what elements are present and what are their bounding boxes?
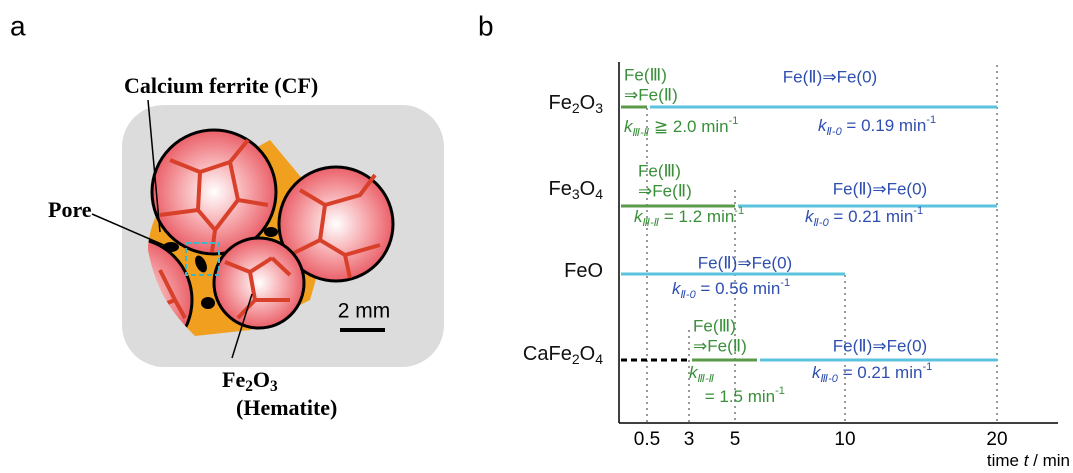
rate-sub: Ⅲ-Ⅱ: [643, 217, 660, 229]
step-label: Fe(Ⅱ)⇒Fe(0): [698, 253, 792, 272]
pore: [264, 227, 278, 237]
rate-sub: Ⅱ-0: [827, 126, 843, 138]
rate-sup: -1: [926, 114, 936, 126]
rate-rest: = 0.56 min: [696, 279, 781, 298]
rate-sub: Ⅲ-Ⅱ: [633, 127, 650, 139]
x-tick-label: 3: [684, 429, 695, 450]
label-calcium-ferrite: Calcium ferrite (CF): [124, 73, 318, 98]
panel-label: a: [10, 10, 26, 41]
step-label: ⇒Fe(Ⅱ): [624, 85, 678, 104]
rate-sup: -1: [729, 115, 739, 127]
rate-constant-label: kⅢ-Ⅱ ≧ 2.0 min-1: [624, 115, 738, 139]
hematite-grain: [214, 238, 304, 328]
rate-constant-label: kⅢ-Ⅱ = 1.5 min-1: [689, 363, 785, 406]
pore: [163, 242, 179, 252]
compound-label: Fe3O4: [549, 178, 604, 201]
rate-constant-label: kⅢ-0 = 0.21 min-1: [812, 361, 932, 385]
rate-rest: = 0.19 min: [842, 116, 927, 135]
step-label: ⇒Fe(Ⅱ): [693, 336, 747, 355]
rate-constant-label: kⅡ-0 = 0.56 min-1: [672, 277, 790, 301]
step-label: Fe(Ⅱ)⇒Fe(0): [783, 67, 877, 86]
panel-label: b: [478, 10, 494, 41]
rate-sup: -1: [913, 205, 923, 217]
x-tick-label: 0.5: [634, 429, 660, 450]
panel-a-illustration: [68, 100, 444, 367]
rate-sub: Ⅲ-Ⅱ: [698, 373, 715, 385]
x-tick-label: 10: [834, 429, 855, 450]
x-axis-label: time t / min: [987, 451, 1070, 470]
pore: [201, 297, 215, 309]
rate-sup: -1: [922, 361, 932, 373]
rate-sub: Ⅱ-0: [681, 289, 697, 301]
rate-sup: -1: [780, 277, 790, 289]
label-pore: Pore: [48, 197, 92, 222]
rate-sup: -1: [775, 385, 785, 397]
rate-constant-label: kⅡ-0 = 0.21 min-1: [805, 205, 923, 229]
rate-rest: ≧ 2.0 min: [649, 117, 728, 136]
step-label: ⇒Fe(Ⅱ): [638, 181, 692, 200]
label-hematite: (Hematite): [236, 395, 337, 420]
step-label: Fe(Ⅲ): [638, 161, 681, 180]
step-label: Fe(Ⅲ): [624, 65, 667, 84]
rate-sup: -1: [734, 205, 744, 217]
compound-label: Fe2O3: [549, 92, 604, 115]
label-hematite-formula: Fe2O3: [222, 367, 278, 394]
rate-constant-label: kⅢ-Ⅱ = 1.2 min-1: [634, 205, 744, 229]
rate-rest: = 0.21 min: [838, 363, 923, 382]
compound-label: FeO: [564, 260, 603, 282]
rate-constant-label: kⅡ-0 = 0.19 min-1: [818, 114, 936, 138]
rate-rest: = 1.5 min: [700, 387, 775, 406]
x-tick-label: 20: [986, 429, 1007, 450]
step-label: Fe(Ⅲ): [693, 316, 736, 335]
scale-bar-label: 2 mm: [338, 300, 391, 323]
step-label: Fe(Ⅱ)⇒Fe(0): [833, 336, 927, 355]
rate-sub: Ⅱ-0: [814, 217, 830, 229]
rate-sub: Ⅲ-0: [821, 373, 839, 385]
x-tick-label: 5: [730, 429, 741, 450]
figure: a Calcium ferrite (CF) Pore 2 mm Fe2O3 (…: [0, 0, 1073, 473]
rate-rest: = 1.2 min: [659, 207, 734, 226]
step-label: Fe(Ⅱ)⇒Fe(0): [833, 179, 927, 198]
compound-label: CaFe2O4: [523, 343, 603, 366]
rate-rest: = 0.21 min: [829, 207, 914, 226]
